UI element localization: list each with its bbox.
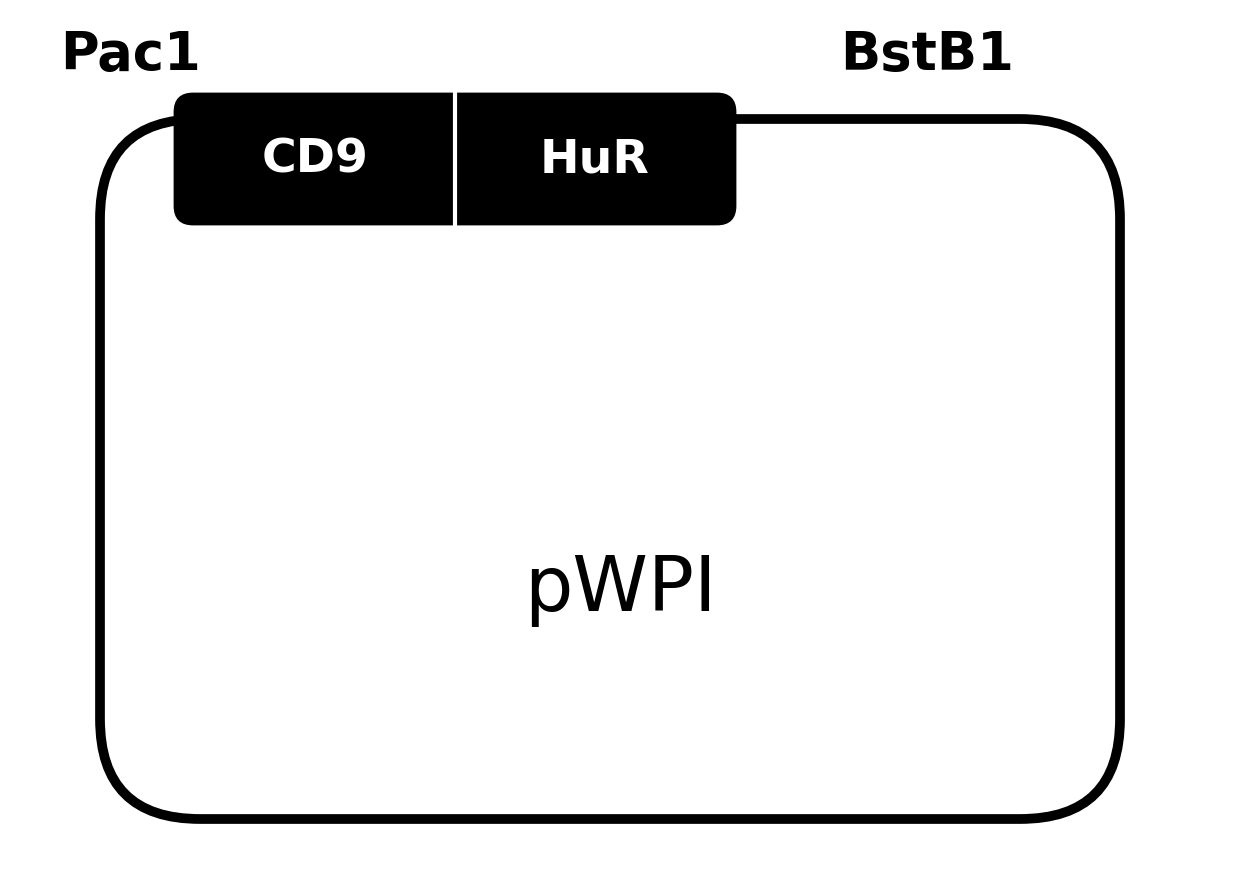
Text: HuR: HuR	[541, 138, 650, 182]
Text: Pac1: Pac1	[60, 29, 201, 81]
FancyBboxPatch shape	[100, 120, 1120, 819]
Text: pWPI: pWPI	[523, 553, 717, 626]
Text: CD9: CD9	[262, 138, 368, 182]
FancyBboxPatch shape	[175, 95, 735, 225]
Text: BstB1: BstB1	[839, 29, 1014, 81]
